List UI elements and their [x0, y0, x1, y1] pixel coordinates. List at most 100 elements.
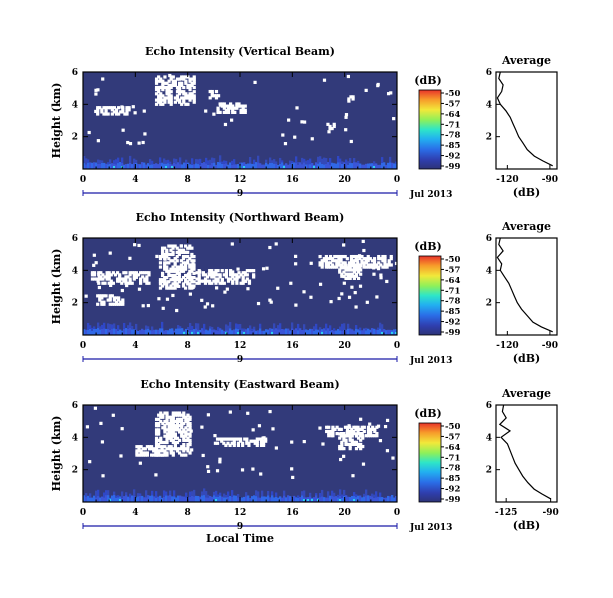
no-data-cell	[249, 269, 254, 273]
heatmap-cell	[269, 328, 272, 335]
no-data-cell	[322, 257, 326, 261]
no-data-cell	[212, 275, 216, 279]
no-data-cell	[158, 280, 163, 284]
no-data-cell	[349, 139, 353, 144]
no-data-cell	[165, 85, 169, 90]
no-data-cell	[186, 428, 190, 432]
no-data-cell	[224, 273, 229, 277]
no-data-cell	[335, 263, 339, 267]
heatmap-cell	[83, 329, 86, 335]
no-data-cell	[161, 445, 165, 449]
no-data-cell	[264, 439, 268, 443]
no-data-cell	[93, 406, 98, 410]
heatmap-cell	[337, 329, 340, 335]
no-data-cell	[354, 266, 359, 270]
no-data-cell	[385, 418, 390, 423]
heatmap-cell	[135, 323, 138, 330]
panel-1: Echo Intensity (Northward Beam)Height (k…	[50, 211, 558, 366]
no-data-cell	[165, 436, 169, 440]
no-data-cell	[157, 75, 161, 79]
no-data-cell	[175, 447, 180, 451]
no-data-cell	[173, 447, 177, 451]
no-data-cell	[324, 257, 328, 261]
colorbar-tick-label: -64	[445, 443, 460, 453]
no-data-cell	[125, 112, 129, 116]
heatmap-cell	[327, 328, 330, 335]
heatmap-cell	[169, 163, 172, 169]
no-data-cell	[231, 104, 235, 108]
heatmap-cell	[277, 164, 280, 169]
no-data-cell	[184, 254, 188, 259]
heatmap-cell	[113, 491, 116, 496]
no-data-cell	[364, 88, 368, 92]
no-data-cell	[214, 279, 218, 283]
heatmap-cell	[271, 162, 274, 169]
no-data-cell	[131, 105, 135, 109]
heatmap-cell	[365, 163, 368, 169]
heatmap-cell	[241, 497, 244, 502]
average-x-tick-label: -90	[542, 175, 558, 185]
heatmap-cell	[345, 159, 348, 164]
heatmap-cell	[215, 330, 218, 335]
no-data-cell	[163, 424, 167, 428]
no-data-cell	[197, 273, 201, 277]
no-data-cell	[180, 419, 184, 424]
no-data-cell	[161, 413, 165, 417]
no-data-cell	[154, 436, 159, 440]
no-data-cell	[143, 279, 147, 283]
no-data-cell	[104, 106, 108, 110]
no-data-cell	[101, 281, 105, 285]
heatmap-cell	[169, 490, 172, 496]
no-data-cell	[163, 267, 167, 271]
no-data-cell	[184, 417, 188, 421]
heatmap-cell	[151, 495, 154, 502]
heatmap-cell	[259, 328, 262, 335]
heatmap-cell	[115, 495, 118, 498]
heatmap-cell	[381, 332, 384, 334]
no-data-cell	[233, 277, 237, 281]
heatmap-cell	[171, 166, 174, 168]
no-data-cell	[171, 432, 175, 436]
no-data-cell	[160, 273, 165, 278]
no-data-cell	[154, 424, 159, 428]
no-data-cell	[177, 250, 181, 254]
no-data-cell	[190, 96, 194, 100]
no-data-cell	[188, 434, 192, 438]
no-data-cell	[328, 265, 333, 269]
no-data-cell	[206, 413, 211, 417]
heatmap-cell	[157, 164, 160, 169]
heatmap-cell	[265, 159, 268, 163]
heatmap-cell	[133, 495, 136, 502]
no-data-cell	[184, 79, 188, 83]
heatmap-cell	[155, 329, 158, 335]
no-data-cell	[354, 258, 358, 262]
heatmap-cell	[187, 327, 190, 330]
no-data-cell	[160, 254, 165, 259]
no-data-cell	[197, 277, 201, 281]
no-data-cell	[169, 259, 173, 263]
no-data-cell	[352, 429, 356, 434]
colorbar-tick-label: -50	[445, 255, 460, 265]
heatmap-cell	[273, 497, 276, 502]
no-data-cell	[218, 457, 222, 461]
no-data-cell	[360, 431, 364, 436]
heatmap-cell	[381, 324, 384, 331]
no-data-cell	[243, 108, 247, 112]
no-data-cell	[379, 257, 383, 261]
no-data-cell	[237, 102, 241, 106]
heatmap-cell	[235, 495, 238, 502]
heatmap-cell	[303, 324, 306, 330]
no-data-cell	[364, 265, 368, 269]
heatmap-cell	[225, 494, 228, 498]
heatmap-cell	[103, 322, 106, 329]
no-data-cell	[360, 427, 364, 431]
no-data-cell	[145, 281, 149, 285]
no-data-cell	[134, 273, 139, 277]
no-data-cell	[135, 449, 139, 453]
no-data-cell	[122, 277, 126, 281]
no-data-cell	[224, 104, 229, 108]
no-data-cell	[210, 281, 214, 285]
no-data-cell	[156, 449, 160, 453]
no-data-cell	[354, 442, 359, 447]
no-data-cell	[175, 426, 180, 430]
